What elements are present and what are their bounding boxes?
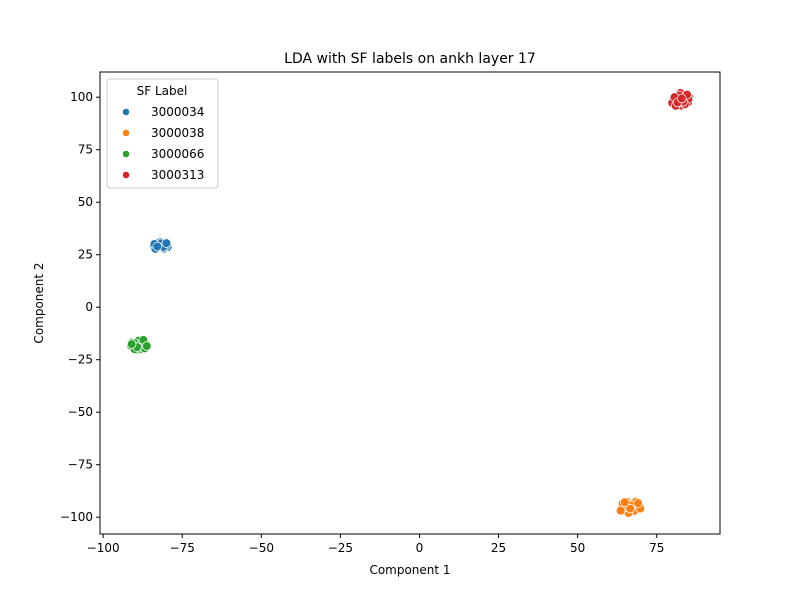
legend-label-3000313: 3000313: [151, 168, 204, 182]
x-tick-label: −25: [328, 541, 353, 555]
x-tick-label: −100: [87, 541, 120, 555]
point-3000038-20: [615, 505, 626, 516]
plot-frame: [99, 71, 721, 535]
point-3000066-15: [142, 341, 152, 351]
y-tick-label: −25: [68, 353, 93, 367]
legend-title: SF Label: [137, 84, 188, 98]
legend-label-3000038: 3000038: [151, 126, 204, 140]
y-tick-label: 50: [78, 195, 93, 209]
y-tick-label: 0: [85, 300, 93, 314]
y-axis-label: Component 2: [32, 262, 46, 343]
y-tick-label: 100: [70, 90, 93, 104]
legend-marker-3000066: [122, 150, 130, 158]
point-3000038-22: [625, 503, 635, 514]
y-tick-label: −50: [68, 405, 93, 419]
x-axis-label: Component 1: [369, 563, 450, 577]
legend-label-3000034: 3000034: [151, 105, 204, 119]
x-tick-label: −50: [249, 541, 274, 555]
legend: SF Label 3000034 3000038 3000066 3000313: [106, 78, 219, 189]
x-tick-label: −75: [170, 541, 195, 555]
point-3000066-17: [126, 339, 137, 349]
legend-marker-3000313: [122, 171, 130, 179]
point-3000038-23: [620, 497, 630, 508]
data-points: [126, 88, 694, 518]
x-tick-label: 50: [570, 541, 585, 555]
point-3000038-21: [633, 498, 643, 508]
legend-box: [106, 78, 219, 189]
x-axis: −100 −75 −50 −25 0 25 50 75: [87, 534, 664, 555]
legend-label-3000066: 3000066: [151, 147, 204, 161]
y-tick-label: −75: [68, 458, 93, 472]
x-tick-label: 25: [491, 541, 506, 555]
legend-marker-3000034: [122, 108, 130, 116]
y-tick-label: −100: [60, 510, 93, 524]
x-tick-label: 75: [649, 541, 664, 555]
y-axis: −100 −75 −50 −25 0 25 50 75 100: [60, 90, 100, 524]
x-tick-label: 0: [416, 541, 424, 555]
point-3000313-21: [676, 93, 687, 104]
y-tick-label: 75: [78, 143, 93, 157]
legend-marker-3000038: [122, 129, 130, 137]
y-tick-label: 25: [78, 248, 93, 262]
chart-title: LDA with SF labels on ankh layer 17: [284, 51, 536, 67]
point-3000034-17: [161, 238, 172, 248]
point-3000034-16: [152, 241, 163, 252]
